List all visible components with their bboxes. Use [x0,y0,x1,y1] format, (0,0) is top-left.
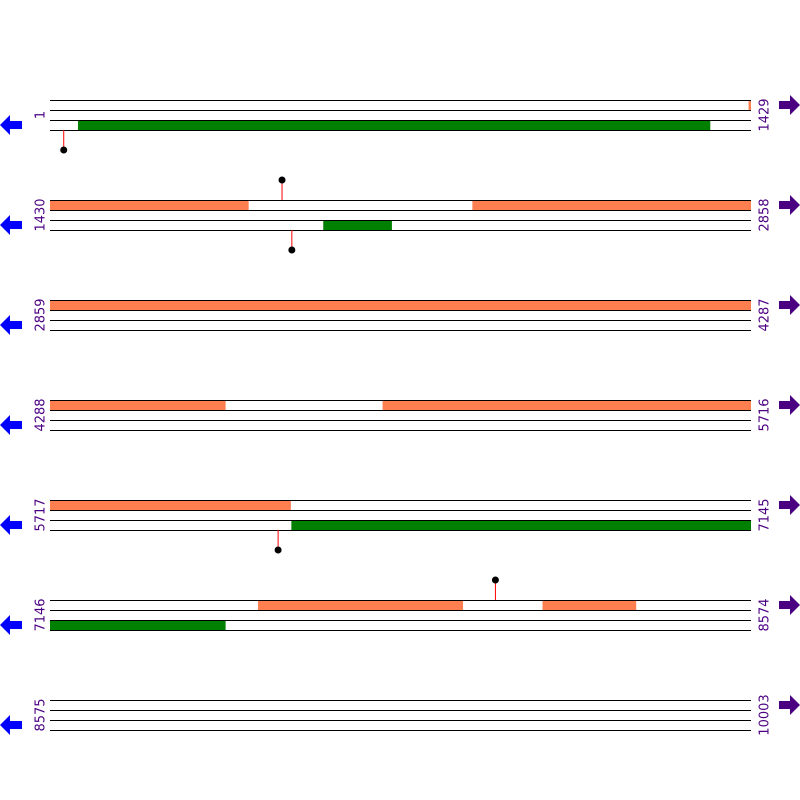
sequence-row: 1430 2858 [0,176,800,254]
end-position-label: 1429 [758,98,773,131]
sequence-row: 1 1429 [0,95,800,154]
end-position-label: 4287 [758,298,773,331]
lollipop-marker-icon [274,530,282,554]
arrow-left-icon [0,215,22,235]
lollipop-marker-icon [60,130,68,154]
sequence-row: 4288 5716 [0,395,800,435]
arrow-right-icon [779,495,800,515]
reverse-feature [50,620,226,630]
forward-feature [257,600,464,610]
arrow-left-icon [0,315,22,335]
forward-feature [50,400,226,410]
forward-feature [382,400,751,410]
arrow-left-icon [0,615,22,635]
start-position-label: 8575 [34,698,49,731]
end-position-label: 10003 [758,694,773,735]
start-position-label: 1 [34,111,49,119]
sequence-row: 5717 7145 [0,495,800,554]
forward-feature [748,100,751,110]
end-position-label: 8574 [758,598,773,631]
reverse-feature [291,520,751,530]
forward-feature [50,200,249,210]
reverse-feature [77,120,711,130]
sequence-row: 2859 4287 [0,295,800,335]
forward-feature [50,500,291,510]
arrow-left-icon [0,415,22,435]
lollipop-marker-icon [491,576,499,600]
arrow-right-icon [779,395,800,415]
end-position-label: 5716 [758,398,773,431]
start-position-label: 1430 [34,198,49,231]
arrow-right-icon [779,295,800,315]
arrow-left-icon [0,115,22,135]
lollipop-marker-icon [278,176,286,200]
end-position-label: 2858 [758,198,773,231]
lollipop-marker-icon [288,230,296,254]
arrow-left-icon [0,515,22,535]
arrow-right-icon [779,195,800,215]
start-position-label: 2859 [34,298,49,331]
start-position-label: 5717 [34,498,49,531]
end-position-label: 7145 [758,498,773,531]
forward-feature [50,300,751,310]
arrow-right-icon [779,95,800,115]
reverse-feature [323,220,392,230]
sequence-row: 8575 10003 [0,694,800,736]
arrow-right-icon [779,595,800,615]
forward-feature [542,600,637,610]
start-position-label: 4288 [34,398,49,431]
forward-feature [472,200,751,210]
arrow-right-icon [779,695,800,715]
arrow-left-icon [0,715,22,735]
start-position-label: 7146 [34,598,49,631]
sequence-row: 7146 8574 [0,576,800,635]
